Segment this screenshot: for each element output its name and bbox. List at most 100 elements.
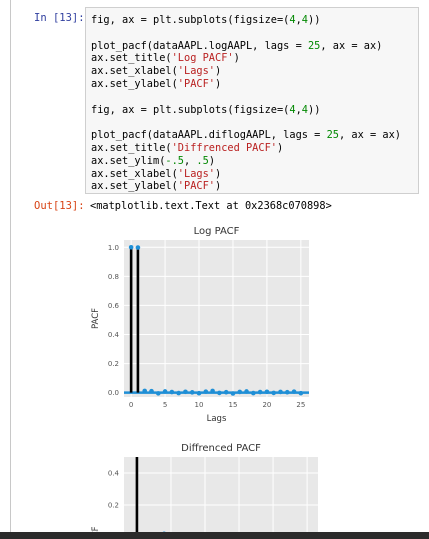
- in-prompt: In [13]:: [34, 12, 85, 24]
- code-block: plot_pacf(dataAAPL.logAAPL, lags = 25, a…: [91, 40, 413, 91]
- taskbar: [0, 532, 429, 539]
- stem-marker: [128, 244, 134, 250]
- code-token: ax.set_ylim(: [91, 154, 166, 167]
- y-tick-label: 0.8: [108, 273, 119, 281]
- code-token: 'PACF': [177, 77, 215, 90]
- output-text: <matplotlib.text.Text at 0x2368c070898>: [90, 200, 332, 212]
- code-token: ): [215, 167, 222, 180]
- stem-marker: [223, 389, 229, 395]
- stem-marker: [284, 389, 290, 395]
- stem-marker: [230, 391, 236, 396]
- out-prompt: Out[13]:: [34, 200, 85, 212]
- stem-marker: [298, 390, 304, 396]
- stem-marker: [135, 245, 141, 250]
- code-token: ax.set_title(: [91, 52, 172, 65]
- code-token: ax.set_ylabel(: [91, 180, 178, 193]
- code-token: ): [276, 141, 284, 154]
- stem-marker: [291, 389, 297, 394]
- code-token: , ax = ax): [320, 39, 383, 52]
- stem-marker: [155, 391, 161, 396]
- code-token: ): [208, 154, 216, 167]
- code-token: 'PACF': [177, 180, 215, 193]
- stem-marker: [203, 389, 209, 394]
- stem-marker: [271, 390, 276, 396]
- stem-marker: [237, 389, 243, 395]
- y-axis-label: PACF: [91, 308, 101, 329]
- stem-marker: [217, 390, 222, 396]
- code-block: fig, ax = plt.subplots(figsize=(4,4)): [91, 104, 413, 117]
- code-token: fig, ax = plt.subplots(figsize=(: [91, 103, 290, 116]
- stem-marker: [169, 389, 175, 395]
- x-axis-label: Lags: [207, 414, 227, 424]
- y-tick-label: 0.6: [108, 302, 120, 310]
- code-token: plot_pacf(dataAAPL.logAAPL, lags =: [91, 39, 308, 52]
- stem-marker: [149, 388, 154, 394]
- code-line: plot_pacf(dataAAPL.logAAPL, lags = 25, a…: [91, 40, 413, 53]
- stem-marker: [210, 388, 215, 394]
- code-token: ): [215, 77, 222, 90]
- code-token: plot_pacf(dataAAPL.diflogAAPL, lags =: [91, 129, 327, 142]
- code-token: ax.set_ylabel(: [91, 77, 178, 90]
- chart-title: Log PACF: [194, 226, 240, 237]
- code-token: -.5: [165, 154, 185, 167]
- stem-marker: [278, 389, 283, 395]
- y-tick-label: 1.0: [108, 244, 119, 252]
- code-block: fig, ax = plt.subplots(figsize=(4,4)): [91, 14, 413, 27]
- code-line: ax.set_xlabel('Lags'): [91, 65, 413, 78]
- stem-marker: [142, 388, 148, 394]
- code-line: ax.set_xlabel('Lags'): [91, 168, 413, 181]
- code-block: plot_pacf(dataAAPL.diflogAAPL, lags = 25…: [91, 129, 413, 193]
- code-token: .5: [196, 154, 209, 167]
- code-token: ,: [184, 154, 197, 167]
- stem-marker: [244, 389, 249, 394]
- code-token: ,: [295, 103, 302, 116]
- y-tick-label: 0.0: [108, 389, 119, 397]
- code-token: 4: [289, 103, 296, 116]
- code-line: ax.set_ylim(-.5, .5): [91, 155, 413, 168]
- stem-marker: [176, 390, 181, 396]
- code-token: ,: [295, 14, 302, 26]
- y-tick-label: 0.2: [108, 360, 119, 368]
- x-tick-label: 5: [163, 401, 167, 409]
- code-line: ax.set_ylabel('PACF'): [91, 180, 413, 193]
- y-tick-label: 0.4: [108, 331, 120, 339]
- code-token: 4: [301, 14, 308, 26]
- plot-area: [124, 457, 318, 539]
- x-tick-label: 20: [262, 401, 271, 409]
- code-token: ): [215, 65, 222, 78]
- code-token: ax.set_xlabel(: [91, 65, 178, 78]
- code-token: , ax = ax): [338, 129, 401, 142]
- x-tick-label: 25: [296, 401, 305, 409]
- code-token: 'Lags': [177, 167, 215, 180]
- code-token: )): [308, 103, 321, 116]
- stem-marker: [251, 390, 256, 396]
- x-tick-label: 0: [129, 401, 133, 409]
- code-token: )): [308, 14, 321, 26]
- stem-marker: [264, 389, 270, 395]
- code-line: plot_pacf(dataAAPL.diflogAAPL, lags = 25…: [91, 129, 413, 142]
- code-token: ): [233, 52, 240, 65]
- y-tick-label: 0.2: [108, 502, 119, 510]
- code-line: fig, ax = plt.subplots(figsize=(4,4)): [91, 14, 413, 27]
- code-line: ax.set_ylabel('PACF'): [91, 78, 413, 91]
- code-token: fig, ax = plt.subplots(figsize=(: [91, 14, 290, 26]
- plot: [124, 244, 309, 396]
- x-tick-label: 15: [229, 401, 238, 409]
- code-token: 25: [326, 129, 339, 142]
- stem-marker: [257, 389, 263, 395]
- y-tick-label: 0.4: [108, 470, 120, 478]
- stem-marker: [183, 389, 188, 395]
- chart-title: Diffrenced PACF: [181, 443, 261, 454]
- cell-border: [10, 0, 11, 539]
- code-token: 'Lags': [177, 65, 215, 78]
- plot-area: [124, 240, 309, 397]
- stem-marker: [162, 389, 168, 394]
- code-input[interactable]: fig, ax = plt.subplots(figsize=(4,4)) plo…: [85, 7, 419, 194]
- code-token: ax.set_title(: [91, 141, 172, 154]
- code-token: ax.set_xlabel(: [91, 167, 178, 180]
- code-token: 4: [289, 14, 296, 26]
- code-token: 25: [307, 39, 321, 52]
- code-line: ax.set_title('Log PACF'): [91, 52, 413, 65]
